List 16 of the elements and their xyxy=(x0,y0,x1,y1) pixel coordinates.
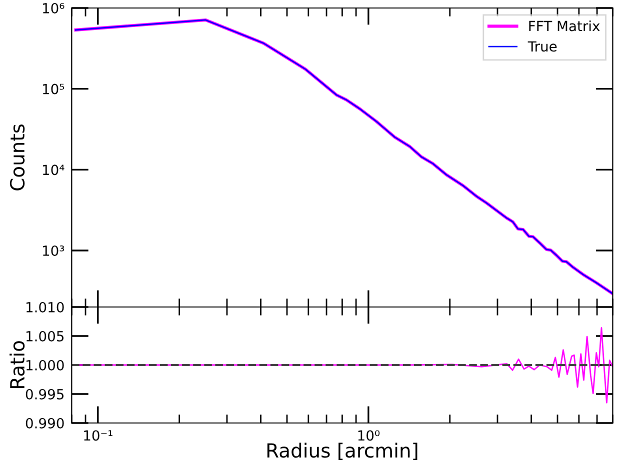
x-tick-label: 10⁻¹ xyxy=(84,430,112,441)
y-tick-label: 10⁴ xyxy=(43,164,64,176)
y-axis-title: Counts xyxy=(10,124,25,190)
y-tick-label: 0.990 xyxy=(26,418,64,428)
y-tick-label: 1.005 xyxy=(26,330,64,342)
y-axis-title: Ratio xyxy=(10,341,25,388)
legend-label: FFT Matrix xyxy=(529,20,600,32)
y-tick-label: 10⁵ xyxy=(43,84,64,94)
y-tick-label: 1.010 xyxy=(26,302,64,312)
legend-label: True xyxy=(528,41,557,52)
y-tick-label: 0.995 xyxy=(26,388,64,400)
y-tick-label: 10⁶ xyxy=(43,2,64,14)
y-tick-label: 1.000 xyxy=(26,360,64,370)
y-tick-label: 10³ xyxy=(43,245,64,256)
x-axis-title: Radius [arcmin] xyxy=(267,442,418,460)
x-tick-label: 10⁰ xyxy=(358,430,380,441)
